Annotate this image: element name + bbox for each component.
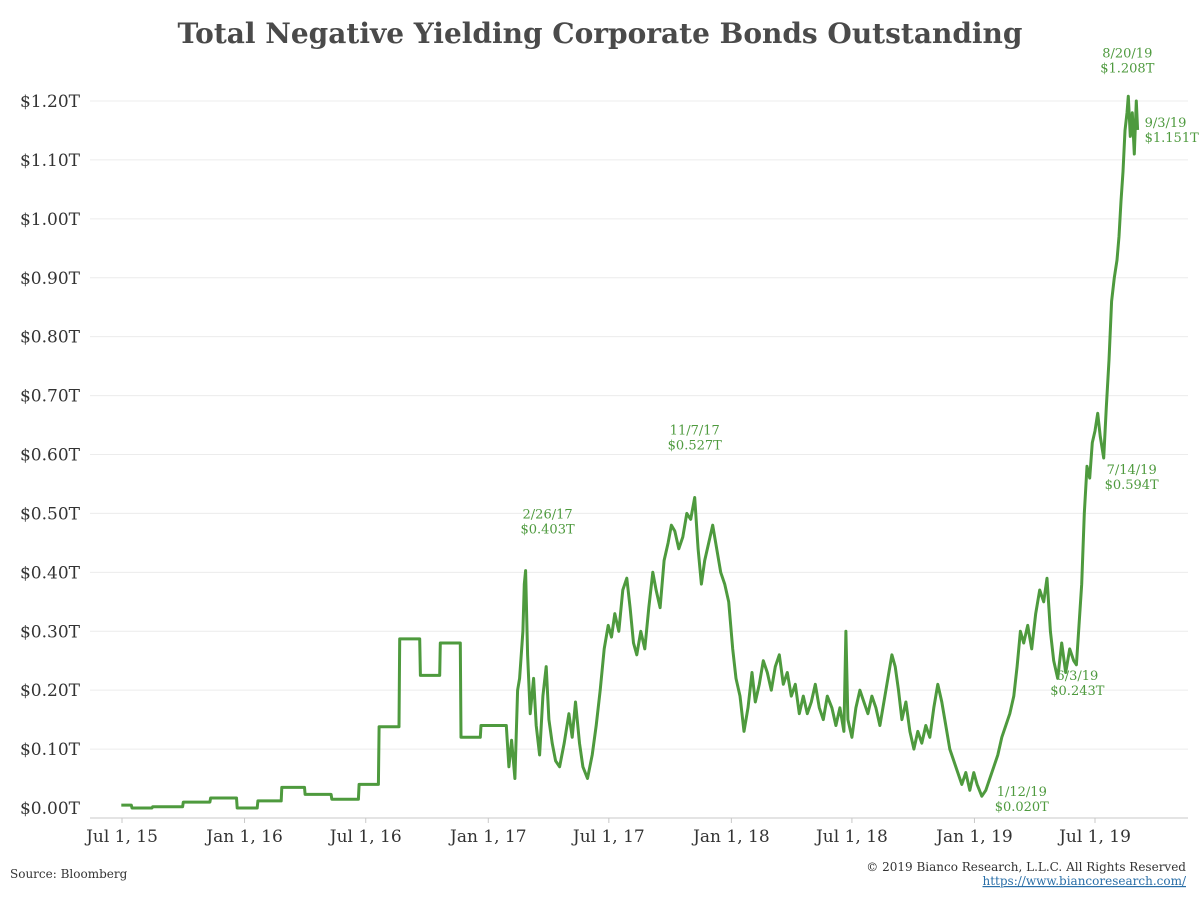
series-line — [121, 94, 1140, 810]
website-link[interactable]: https://www.biancoresearch.com/ — [982, 874, 1186, 888]
annotation-value: $0.243T — [1050, 684, 1104, 699]
x-tick-label: Jan 1, 16 — [204, 827, 283, 847]
annotation-date: 8/20/19 — [1102, 46, 1152, 61]
x-tick-label: Jan 1, 18 — [691, 827, 770, 847]
x-tick-label: Jan 1, 17 — [448, 827, 527, 847]
y-tick-label: $1.20T — [20, 92, 81, 112]
x-tick-label: Jul 1, 16 — [328, 827, 402, 847]
annotation-date: 1/12/19 — [997, 785, 1047, 800]
annotation-date: 7/14/19 — [1107, 463, 1157, 478]
annotation-value: $0.594T — [1105, 478, 1159, 493]
gridlines — [90, 100, 1188, 750]
y-tick-label: $0.60T — [20, 446, 81, 466]
y-tick-label: $0.90T — [20, 269, 81, 289]
x-axis: Jul 1, 15 Jan 1, 16 Jul 1, 16 Jan 1, 17 Jul … — [84, 818, 1131, 847]
y-tick-label: $0.50T — [20, 504, 81, 524]
x-tick-label: Jul 1, 15 — [84, 827, 158, 847]
y-tick-label: $0.80T — [20, 328, 81, 348]
y-tick-label: $0.10T — [20, 740, 81, 760]
annotation-value: $0.020T — [995, 800, 1049, 815]
annotation-value: $0.403T — [520, 523, 574, 538]
x-tick-label: Jul 1, 18 — [814, 827, 888, 847]
y-tick-label: $0.30T — [20, 622, 81, 642]
y-tick-label: $1.10T — [20, 151, 81, 171]
annotation-value: $1.208T — [1100, 61, 1154, 76]
chart-title: Total Negative Yielding Corporate Bonds … — [178, 17, 1023, 50]
annotation-value: $1.151T — [1145, 131, 1199, 146]
x-tick-label: Jul 1, 17 — [571, 827, 645, 847]
annotations: 2/26/17$0.403T 11/7/17$0.527T 1/12/19$0.02… — [520, 46, 1199, 815]
x-tick-label: Jul 1, 19 — [1057, 827, 1131, 847]
annotation-date: 11/7/17 — [670, 424, 720, 439]
annotation-date: 2/26/17 — [523, 508, 573, 523]
y-axis: $0.00T $0.10T $0.20T $0.30T $0.40T $0.50T $0.6… — [20, 92, 81, 819]
x-tick-label: Jan 1, 19 — [934, 827, 1013, 847]
y-tick-label: $1.00T — [20, 210, 81, 230]
source-note: Source: Bloomberg — [10, 867, 128, 881]
annotation-date: 9/3/19 — [1145, 116, 1187, 131]
copyright-note: © 2019 Bianco Research, L.L.C. All Right… — [866, 860, 1186, 874]
y-tick-label: $0.70T — [20, 387, 81, 407]
y-tick-label: $0.40T — [20, 563, 81, 583]
y-tick-label: $0.20T — [20, 681, 81, 701]
annotation-date: 6/3/19 — [1056, 669, 1098, 684]
annotation-value: $0.527T — [668, 439, 722, 454]
y-tick-label: $0.00T — [20, 799, 81, 819]
